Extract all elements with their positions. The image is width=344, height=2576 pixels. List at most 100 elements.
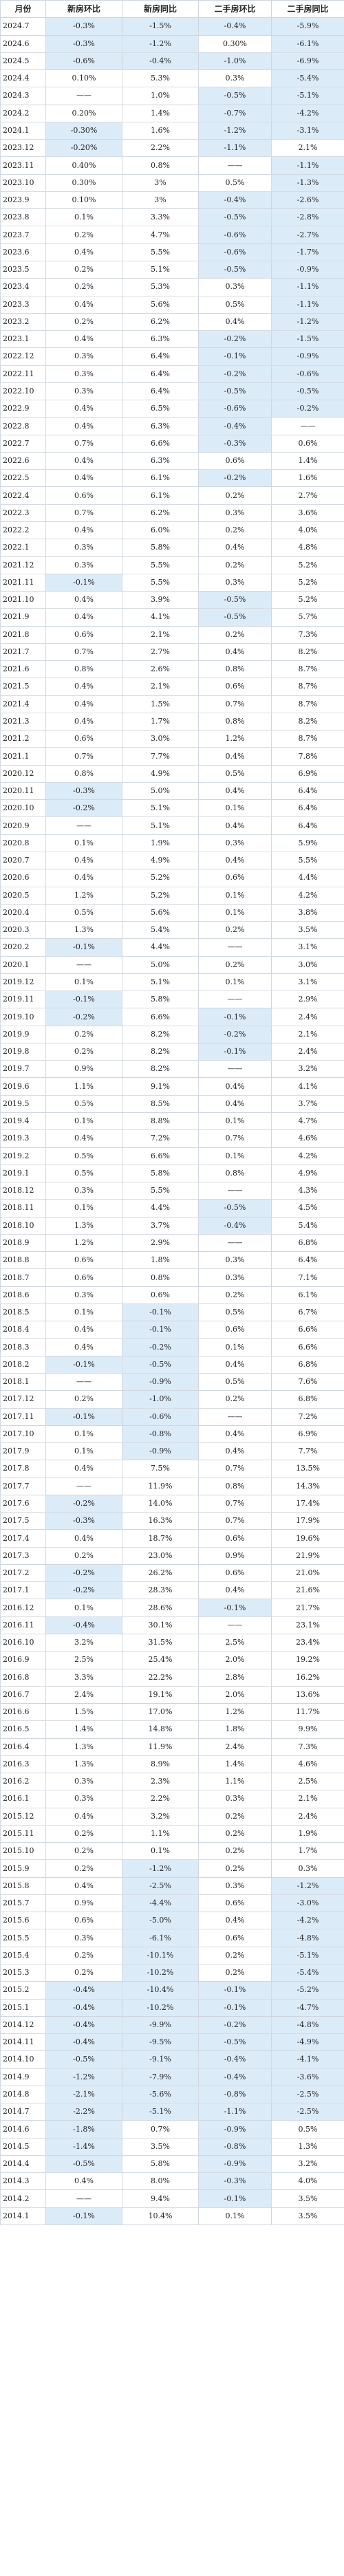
cell-new-yoy: 1.5% [122,695,199,713]
table-row: 2015.4 0.2% -10.1% 0.2% -5.1% [0,1946,344,1965]
cell-month: 2017.2 [0,1563,46,1583]
cell-new-mom: 0.4% [45,1129,122,1148]
header-second-yoy: 二手房同比 [271,0,344,19]
table-row: 2019.12 0.1% 5.1% 0.1% 3.1% [0,973,344,992]
cell-second-yoy: 6.8% [271,1233,344,1253]
cell-new-yoy: 5.8% [122,1164,199,1183]
cell-month: 2016.9 [0,1651,46,1669]
cell-new-yoy: 2.9% [122,1233,199,1253]
table-row: 2021.7 0.7% 2.7% 0.4% 8.2% [0,642,344,662]
cell-second-mom: 0.8% [198,712,272,731]
cell-new-mom: 0.7% [45,747,122,766]
cell-new-yoy: 5.8% [122,991,199,1009]
cell-second-mom: 0.6% [198,451,272,470]
cell-new-mom: 0.3% [45,1286,122,1304]
cell-new-mom: 0.1% [45,1599,122,1617]
cell-month: 2020.8 [0,834,46,853]
cell-new-yoy: 8.2% [122,1060,199,1079]
cell-second-yoy: -0.9% [271,260,344,279]
header-new-mom: 新房环比 [45,0,122,19]
cell-new-mom: 0.3% [45,347,122,366]
cell-month: 2022.12 [0,347,46,366]
cell-new-mom: 0.2% [45,1546,122,1565]
cell-new-mom: 0.6% [45,625,122,644]
cell-month: 2016.10 [0,1633,46,1652]
cell-new-yoy: 5.2% [122,886,199,905]
cell-new-yoy: -0.9% [122,1442,199,1461]
cell-new-mom: 0.3% [45,1929,122,1947]
cell-second-yoy: -5.4% [271,1964,344,1982]
cell-second-yoy: 13.5% [271,1460,344,1478]
cell-second-yoy: -0.6% [271,365,344,383]
cell-new-yoy: 30.1% [122,1616,199,1634]
table-row: 2015.11 0.2% 1.1% 0.2% 1.9% [0,1824,344,1843]
cell-new-mom: -0.30% [45,121,122,140]
table-row: 2020.5 1.2% 5.2% 0.1% 4.2% [0,886,344,905]
cell-new-mom: -0.2% [45,1008,122,1026]
cell-new-mom: 0.4% [45,1876,122,1895]
cell-second-yoy: -4.2% [271,104,344,122]
table-row: 2016.11 -0.4% 30.1% —— 23.1% [0,1616,344,1634]
cell-month: 2016.5 [0,1720,46,1739]
cell-new-yoy: -4.4% [122,1894,199,1913]
cell-second-mom: 1.4% [198,1755,272,1774]
cell-second-yoy: 3.8% [271,903,344,922]
cell-new-yoy: 6.2% [122,504,199,522]
cell-new-yoy: 3.5% [122,2137,199,2156]
cell-second-mom: -0.2% [198,330,272,349]
cell-second-yoy: 3.7% [271,1094,344,1114]
cell-second-yoy: 5.7% [271,608,344,627]
table-row: 2022.1 0.3% 5.8% 0.4% 4.8% [0,539,344,557]
cell-month: 2016.11 [0,1616,46,1634]
cell-second-yoy: -1.1% [271,295,344,314]
cell-new-yoy: 3.7% [122,1216,199,1235]
cell-second-mom: -1.2% [198,121,272,140]
cell-new-yoy: -1.0% [122,1390,199,1409]
cell-second-yoy: 6.9% [271,1425,344,1444]
cell-second-yoy: 7.3% [271,625,344,644]
table-row: 2017.1 -0.2% 28.3% 0.4% 21.6% [0,1581,344,1600]
header-second-mom: 二手房环比 [198,0,272,19]
cell-second-yoy: 5.9% [271,834,344,853]
cell-new-yoy: 5.6% [122,295,199,314]
cell-new-mom: 0.30% [45,173,122,192]
cell-second-mom: 0.7% [198,1129,272,1148]
cell-new-yoy: 8.2% [122,1042,199,1061]
cell-new-yoy: 5.8% [122,539,199,557]
cell-new-yoy: 5.5% [122,556,199,574]
cell-month: 2024.6 [0,34,46,53]
cell-second-mom: -0.5% [198,260,272,279]
cell-new-mom: 0.3% [45,1182,122,1200]
cell-new-yoy: 5.8% [122,2154,199,2174]
cell-second-mom: 0.2% [198,955,272,974]
cell-second-mom: -0.4% [198,417,272,435]
cell-second-yoy: 23.1% [271,1616,344,1634]
cell-new-yoy: 23.0% [122,1546,199,1565]
cell-month: 2018.9 [0,1233,46,1253]
cell-new-yoy: 4.9% [122,852,199,870]
cell-second-yoy: 1.4% [271,451,344,470]
cell-new-mom: -0.2% [45,1563,122,1583]
cell-month: 2019.2 [0,1147,46,1165]
table-row: 2015.7 0.9% -4.4% 0.6% -3.0% [0,1894,344,1913]
cell-month: 2018.3 [0,1338,46,1356]
cell-month: 2018.2 [0,1355,46,1374]
table-row: 2019.2 0.5% 6.6% 0.1% 4.2% [0,1147,344,1165]
cell-second-mom: -0.1% [198,1998,272,2017]
cell-new-mom: -0.6% [45,52,122,71]
table-row: 2022.5 0.4% 6.1% -0.2% 1.6% [0,469,344,488]
table-row: 2024.4 0.10% 5.3% 0.3% -5.4% [0,69,344,88]
cell-new-mom: 0.4% [45,1460,122,1478]
cell-second-mom: 0.1% [198,1147,272,1165]
cell-month: 2017.5 [0,1512,46,1530]
table-row: 2016.1 0.3% 2.2% 0.3% 2.1% [0,1790,344,1808]
cell-second-mom: 0.2% [198,521,272,540]
cell-month: 2022.10 [0,382,46,401]
cell-month: 2017.10 [0,1425,46,1444]
cell-new-yoy: 19.1% [122,1685,199,1704]
cell-second-mom: 0.2% [198,921,272,940]
cell-second-mom: 0.2% [198,1859,272,1878]
cell-new-mom: 0.5% [45,1147,122,1165]
cell-new-yoy: 4.4% [122,938,199,957]
cell-month: 2015.3 [0,1964,46,1982]
